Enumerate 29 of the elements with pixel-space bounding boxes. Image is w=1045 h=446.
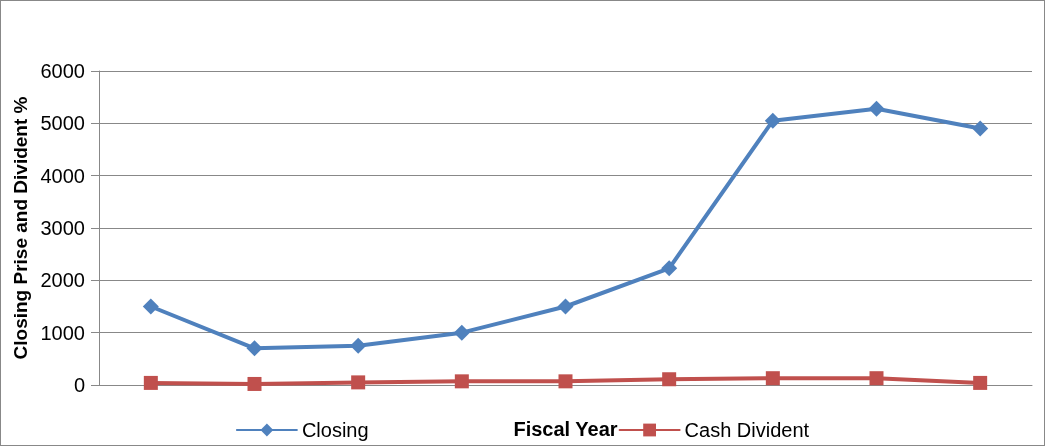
point — [557, 298, 574, 315]
y-tick-label: 4000 — [40, 164, 85, 187]
y-tick-label: 5000 — [40, 112, 85, 135]
y-axis-title: Closing Prise and Divident % — [9, 96, 31, 360]
y-tick-label: 6000 — [40, 60, 85, 82]
point — [453, 324, 470, 341]
x-axis-title: Fiscal Year — [513, 418, 618, 440]
point — [351, 375, 366, 390]
point — [662, 372, 677, 387]
legend-label: Closing — [301, 419, 369, 441]
point — [661, 260, 678, 277]
y-tick-label: 0 — [73, 374, 85, 396]
point — [868, 100, 885, 117]
point — [869, 371, 884, 386]
point — [247, 376, 262, 391]
point — [764, 112, 781, 129]
point — [972, 120, 989, 137]
y-tick-label: 2000 — [40, 269, 85, 292]
y-tick-label: 1000 — [40, 321, 85, 344]
point — [142, 298, 159, 315]
y-tick-label: 3000 — [40, 217, 85, 239]
point — [765, 371, 780, 386]
point — [143, 375, 158, 390]
legend-label: Cash Divident — [684, 419, 810, 441]
point — [246, 340, 263, 357]
point — [558, 374, 573, 389]
point — [350, 337, 367, 354]
point — [973, 375, 988, 390]
point — [454, 374, 469, 389]
